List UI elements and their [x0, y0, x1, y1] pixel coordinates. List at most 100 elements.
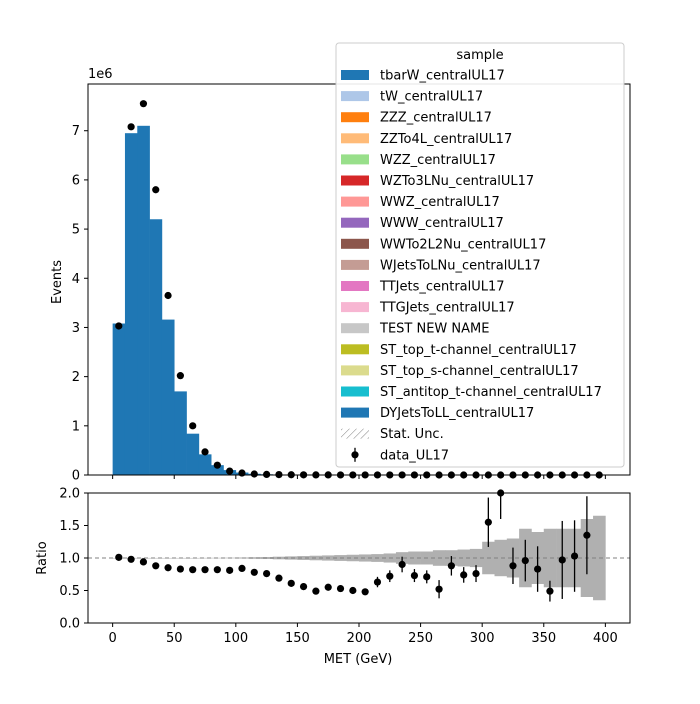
ratio-point [546, 588, 553, 595]
data-point [128, 123, 135, 130]
legend-label: TTGJets_centralUL17 [379, 301, 515, 316]
legend-label: tbarW_centralUL17 [380, 69, 505, 84]
x-tick-label: 200 [347, 631, 372, 646]
histogram-bar [199, 454, 212, 475]
histogram-bar [174, 391, 187, 475]
ratio-point [362, 588, 369, 595]
legend-label: data_UL17 [380, 448, 449, 463]
ratio-point [214, 566, 221, 573]
legend-entry: ST_antitop_t-channel_centralUL17 [341, 385, 602, 400]
ratio-point [472, 570, 479, 577]
legend-title: sample [456, 48, 503, 63]
x-tick-label: 100 [223, 631, 248, 646]
ratio-point [522, 557, 529, 564]
x-tick-label: 300 [470, 631, 495, 646]
legend-swatch [341, 260, 369, 270]
ratio-point [140, 558, 147, 565]
ratio-point [583, 532, 590, 539]
histogram-bar [162, 320, 175, 475]
legend-label: WWW_centralUL17 [380, 216, 504, 231]
data-point [152, 186, 159, 193]
ratio-point [386, 573, 393, 580]
legend-swatch [341, 133, 369, 143]
legend-swatch [341, 323, 369, 333]
main-y-axis-label: Events [50, 260, 65, 304]
legend-marker [351, 451, 358, 458]
legend-label: DYJetsToLL_centralUL17 [380, 406, 534, 421]
ratio-y-axis-label: Ratio [35, 541, 50, 574]
data-point [115, 322, 122, 329]
x-tick-label: 250 [408, 631, 433, 646]
ratio-point [559, 556, 566, 563]
legend: sample tbarW_centralUL17 tW_centralUL17 ZZ… [336, 43, 624, 467]
legend-swatch [341, 218, 369, 228]
data-point [177, 372, 184, 379]
ratio-point [263, 570, 270, 577]
y-tick-label: 6 [72, 173, 80, 188]
legend-label: TEST NEW NAME [379, 322, 489, 337]
ratio-point [460, 571, 467, 578]
data-point [189, 422, 196, 429]
legend-swatch [341, 387, 369, 397]
x-tick-label: 0 [108, 631, 116, 646]
y-tick-label: 4 [72, 272, 80, 287]
y-tick-label: 5 [72, 223, 80, 238]
legend-swatch [341, 239, 369, 249]
y-tick-label: 1.5 [59, 519, 80, 534]
ratio-point [374, 578, 381, 585]
data-point [214, 462, 221, 469]
data-point [201, 448, 208, 455]
legend-label: Stat. Unc. [380, 427, 444, 442]
ratio-point [399, 561, 406, 568]
ratio-point [115, 554, 122, 561]
histogram-bar [113, 324, 126, 475]
y-tick-label: 2 [72, 370, 80, 385]
ratio-point [411, 572, 418, 579]
ratio-point [177, 565, 184, 572]
y-tick-label: 3 [72, 321, 80, 336]
y-tick-label: 1 [72, 419, 80, 434]
histogram-bar [125, 133, 138, 475]
ratio-point [201, 566, 208, 573]
legend-swatch [341, 302, 369, 312]
ratio-point [152, 562, 159, 569]
legend-swatch [341, 176, 369, 186]
y-tick-label: 1.0 [59, 552, 80, 567]
legend-swatch [341, 281, 369, 291]
legend-label: WWZ_centralUL17 [380, 195, 500, 210]
y-tick-label: 0 [72, 469, 80, 484]
x-tick-label: 400 [593, 631, 618, 646]
ratio-point [534, 565, 541, 572]
main-y-multiplier: 1e6 [88, 67, 113, 82]
legend-swatch [341, 408, 369, 418]
ratio-point [349, 587, 356, 594]
ratio-point [189, 566, 196, 573]
legend-label: tW_centralUL17 [380, 90, 483, 105]
legend-swatch [341, 112, 369, 122]
legend-swatch [341, 197, 369, 207]
legend-label: ZZTo4L_centralUL17 [380, 132, 512, 147]
legend-swatch [341, 91, 369, 101]
ratio-point [300, 583, 307, 590]
data-point [164, 292, 171, 299]
legend-label: WZTo3LNu_centralUL17 [380, 174, 534, 189]
histogram-bar [137, 126, 150, 475]
x-tick-label: 350 [531, 631, 556, 646]
y-tick-label: 2.0 [59, 487, 80, 502]
legend-label: ST_antitop_t-channel_centralUL17 [380, 385, 602, 400]
legend-label: ZZZ_centralUL17 [380, 111, 492, 126]
ratio-point [509, 562, 516, 569]
data-point [263, 471, 270, 478]
x-tick-label: 50 [166, 631, 183, 646]
ratio-point [435, 586, 442, 593]
legend-label: ST_top_t-channel_centralUL17 [380, 343, 577, 358]
ratio-point [448, 562, 455, 569]
legend-swatch [341, 344, 369, 354]
y-tick-label: 7 [72, 124, 80, 139]
legend-label: TTJets_centralUL17 [379, 280, 505, 295]
data-point [140, 100, 147, 107]
ratio-point [337, 585, 344, 592]
legend-label: WZZ_centralUL17 [380, 153, 496, 168]
data-point [238, 469, 245, 476]
